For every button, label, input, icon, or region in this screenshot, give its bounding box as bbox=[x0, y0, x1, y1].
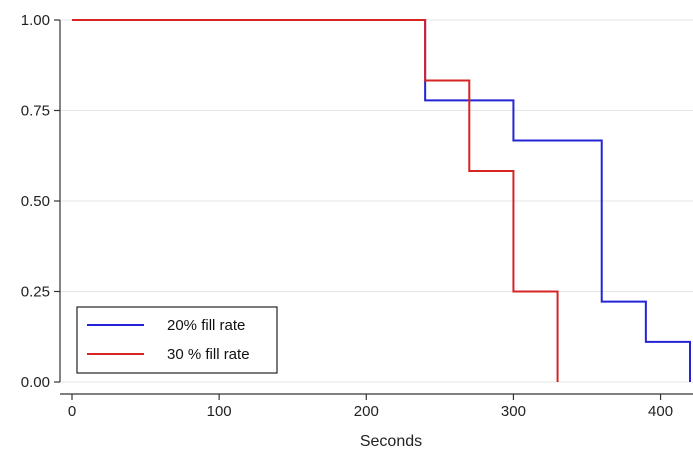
x-tick-label-2: 200 bbox=[354, 403, 379, 420]
legend-label-1: 30 % fill rate bbox=[167, 346, 250, 363]
legend: 20% fill rate 30 % fill rate bbox=[76, 306, 278, 374]
series-line-1 bbox=[72, 19, 559, 382]
x-tick-label-0: 0 bbox=[68, 403, 76, 420]
series-lines bbox=[72, 19, 691, 382]
x-tick-label-3: 300 bbox=[501, 403, 526, 420]
axes: 0.00 0.25 0.50 0.75 1.00 0 100 200 300 400 Seconds bbox=[21, 12, 693, 450]
legend-box bbox=[76, 306, 278, 374]
y-tick-label-1: 0.25 bbox=[21, 284, 50, 301]
y-tick-label-2: 0.50 bbox=[21, 193, 50, 210]
y-tick-label-0: 0.00 bbox=[21, 374, 50, 391]
legend-label-0: 20% fill rate bbox=[167, 317, 245, 334]
x-tick-label-4: 400 bbox=[648, 403, 673, 420]
x-tick-label-1: 100 bbox=[207, 403, 232, 420]
x-axis-title: Seconds bbox=[360, 433, 422, 450]
y-tick-label-3: 0.75 bbox=[21, 103, 50, 120]
y-tick-label-4: 1.00 bbox=[21, 12, 50, 29]
